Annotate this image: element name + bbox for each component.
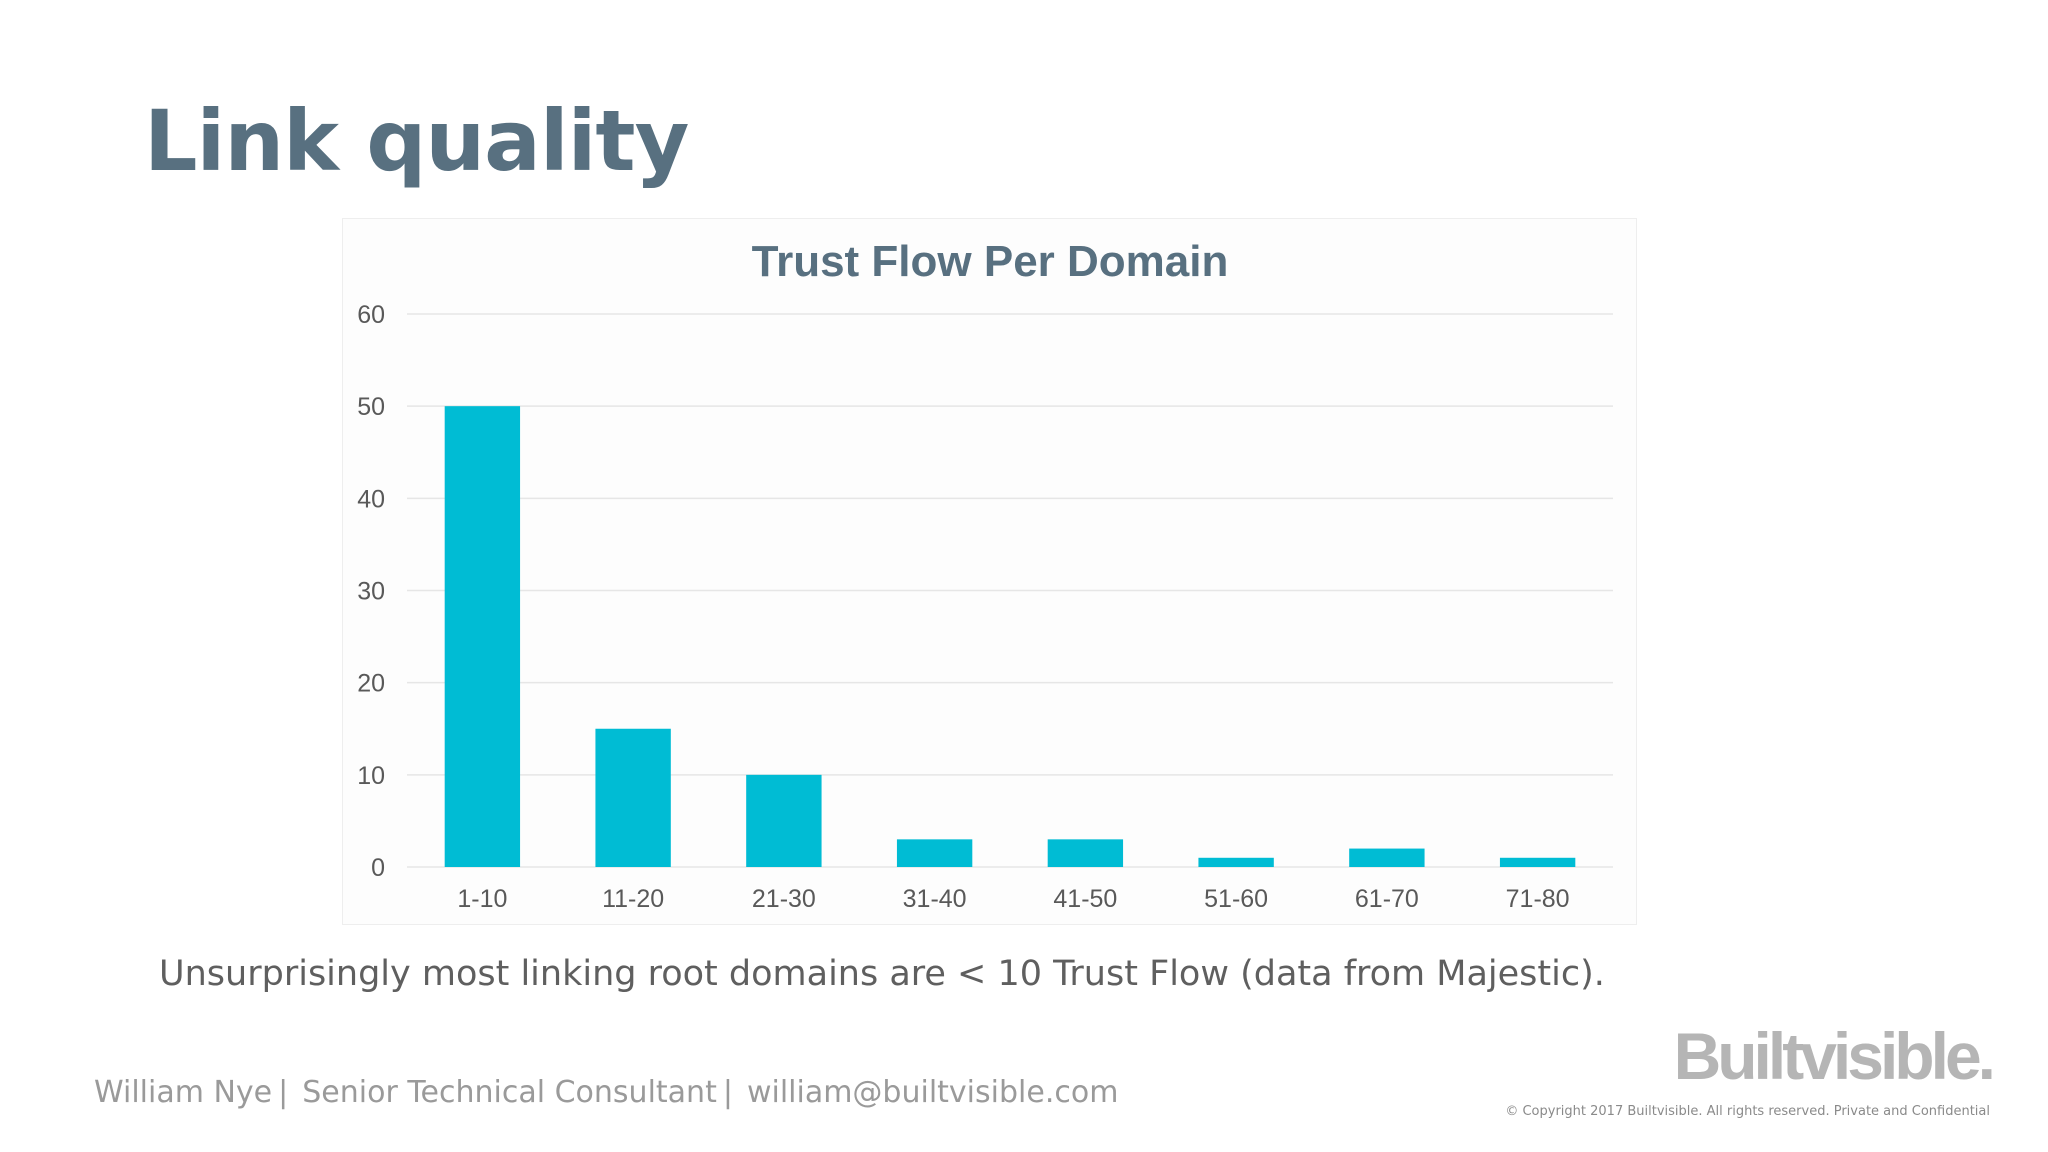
author-role: Senior Technical Consultant (302, 1075, 717, 1110)
x-tick-label: 31-40 (903, 885, 967, 913)
slide-title: Link quality (144, 92, 689, 190)
author-name: William Nye (94, 1075, 273, 1110)
chart-container: Trust Flow Per Domain 0 10 20 30 40 50 60 1-10… (342, 218, 1637, 925)
slide-caption: Unsurprisingly most linking root domains… (159, 954, 1605, 994)
y-tick-label: 0 (371, 854, 385, 882)
author-email: william@builtvisible.com (746, 1075, 1119, 1110)
y-tick-label: 30 (357, 578, 385, 606)
y-tick-label: 20 (357, 670, 385, 698)
bar-61-70 (1349, 848, 1425, 867)
bars (444, 406, 1576, 867)
x-tick-label: 51-60 (1204, 885, 1268, 913)
footer-author-line: William Nye | Senior Technical Consultant |… (94, 1075, 1118, 1110)
x-tick-label: 61-70 (1355, 885, 1419, 913)
bar-11-20 (595, 728, 671, 867)
bar-71-80 (1499, 857, 1576, 867)
builtvisible-logo: Builtvisible. (1673, 1019, 1996, 1093)
y-tick-label: 40 (357, 485, 385, 513)
gridlines (407, 313, 1613, 868)
x-tick-label: 11-20 (602, 885, 664, 913)
x-tick-label: 1-10 (457, 885, 507, 913)
copyright-notice: © Copyright 2017 Builtvisible. All right… (1505, 1104, 1990, 1119)
trust-flow-bar-chart: Trust Flow Per Domain 0 10 20 30 40 50 60 1-10… (357, 237, 1613, 913)
chart-title: Trust Flow Per Domain (752, 237, 1229, 286)
bar-31-40 (896, 839, 973, 867)
separator: | (278, 1075, 289, 1110)
x-tick-label: 21-30 (752, 885, 816, 913)
x-tick-label: 41-50 (1053, 885, 1117, 913)
x-axis-ticks: 1-10 11-20 21-30 31-40 41-50 51-60 61-70 71-80 (457, 885, 1569, 913)
x-tick-label: 71-80 (1506, 885, 1570, 913)
bar-51-60 (1198, 857, 1274, 867)
bar-21-30 (746, 774, 822, 867)
y-tick-label: 60 (357, 301, 385, 329)
y-tick-label: 50 (357, 393, 385, 421)
y-tick-label: 10 (357, 762, 385, 790)
bar-1-10 (444, 406, 521, 867)
y-axis-ticks: 0 10 20 30 40 50 60 (357, 301, 385, 882)
bar-41-50 (1047, 839, 1124, 867)
separator: | (722, 1075, 733, 1110)
